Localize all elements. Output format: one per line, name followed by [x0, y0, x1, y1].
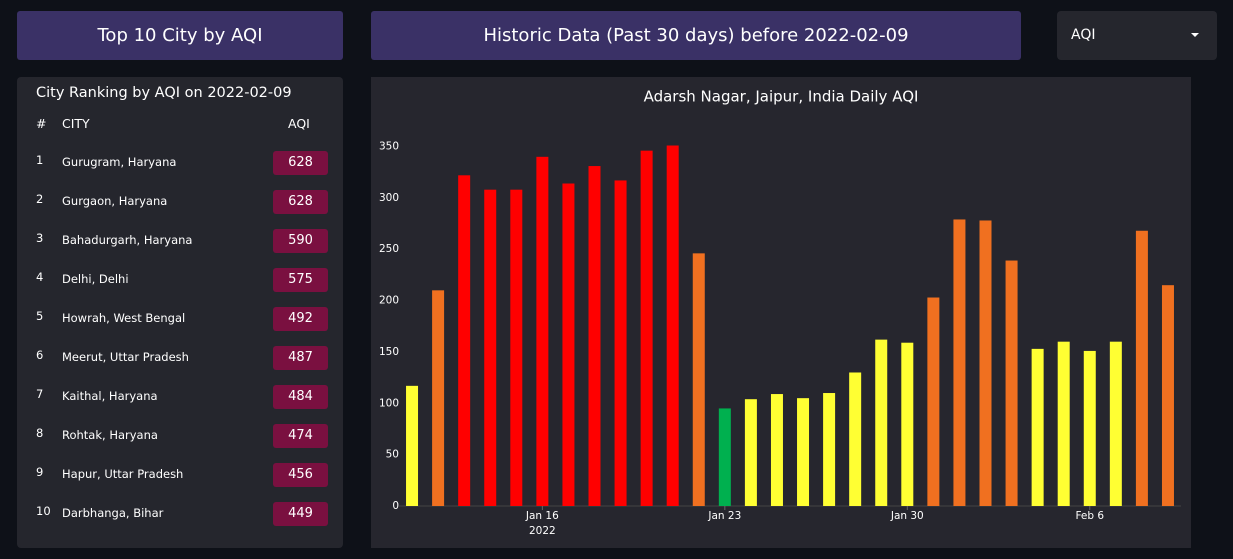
caret	[1191, 33, 1199, 37]
bar	[432, 290, 445, 506]
x-tick-label: Feb 6	[1075, 510, 1104, 522]
city: Kaithal, Haryana	[62, 389, 158, 403]
dropdown-value: AQI	[1071, 27, 1096, 43]
city: Gurgaon, Haryana	[62, 194, 168, 208]
bar	[1109, 341, 1122, 506]
y-tick-label: 250	[379, 243, 399, 255]
ranking-row: 8 Rohtak, Haryana 474	[17, 424, 343, 448]
bar	[1005, 260, 1018, 506]
rank: 5	[36, 309, 44, 323]
y-tick-label: 300	[379, 192, 399, 204]
bar	[536, 156, 549, 506]
aqi-badge: 456	[273, 463, 328, 487]
rank: 9	[36, 465, 44, 479]
bar	[562, 183, 575, 506]
rank: 3	[36, 231, 44, 245]
bar	[1083, 350, 1096, 506]
x-tick-label: Jan 30	[890, 510, 924, 522]
bar	[640, 150, 653, 506]
y-tick-label: 0	[392, 500, 399, 512]
col-city: CITY	[62, 116, 90, 131]
bar	[1161, 285, 1174, 506]
col-aqi: AQI	[288, 116, 310, 131]
bar	[588, 166, 601, 506]
bar	[901, 342, 914, 506]
bar	[770, 394, 783, 506]
ranking-row: 1 Gurugram, Haryana 628	[17, 151, 343, 175]
aqi-badge: 628	[273, 151, 328, 175]
city: Gurugram, Haryana	[62, 155, 177, 169]
y-tick-label: 50	[386, 449, 399, 461]
city: Howrah, West Bengal	[62, 311, 186, 325]
center-header[interactable]: Historic Data (Past 30 days) before 2022…	[371, 11, 1021, 60]
ranking-row: 6 Meerut, Uttar Pradesh 487	[17, 346, 343, 370]
rank: 2	[36, 192, 44, 206]
dropdown[interactable]: AQI	[1057, 11, 1217, 60]
city: Hapur, Uttar Pradesh	[62, 467, 184, 481]
bar	[744, 399, 757, 506]
city: Darbhanga, Bihar	[62, 506, 164, 520]
bar	[797, 398, 810, 506]
chart-panel: Adarsh Nagar, Jaipur, India Daily AQI 0 5…	[371, 77, 1191, 548]
bar	[458, 175, 471, 506]
bar	[823, 393, 836, 506]
bar	[484, 189, 497, 507]
bar	[666, 145, 679, 506]
aqi-badge: 628	[273, 190, 328, 214]
col-rank: #	[36, 116, 47, 131]
ranking-row: 3 Bahadurgarh, Haryana 590	[17, 229, 343, 253]
aqi-badge: 575	[273, 268, 328, 292]
aqi-badge: 449	[273, 502, 328, 526]
x-tick-label: Jan 23	[707, 510, 741, 522]
chart-title: Adarsh Nagar, Jaipur, India Daily AQI	[644, 88, 919, 106]
aqi-badge: 484	[273, 385, 328, 409]
left-header[interactable]: Top 10 City by AQI	[17, 11, 343, 60]
ranking-row: 2 Gurgaon, Haryana 628	[17, 190, 343, 214]
rank: 1	[36, 153, 44, 167]
aqi-badge: 487	[273, 346, 328, 370]
bar	[1031, 348, 1044, 506]
bar	[953, 219, 966, 506]
ranking-row: 5 Howrah, West Bengal 492	[17, 307, 343, 331]
bar	[979, 220, 992, 506]
bar	[406, 385, 419, 506]
y-tick-label: 150	[379, 346, 399, 358]
bar	[510, 189, 523, 507]
x-tick-label: Jan 16	[525, 510, 559, 522]
rank: 6	[36, 348, 44, 362]
ranking-panel: City Ranking by AQI on 2022-02-09 # CITY…	[17, 77, 343, 548]
rank: 7	[36, 387, 44, 401]
bar	[849, 372, 862, 506]
y-tick-label: 200	[379, 295, 399, 307]
aqi-badge: 492	[273, 307, 328, 331]
city: Delhi, Delhi	[62, 272, 129, 286]
y-tick-label: 350	[379, 141, 399, 153]
bar	[1135, 230, 1148, 506]
ranking-row: 7 Kaithal, Haryana 484	[17, 385, 343, 409]
city: Bahadurgarh, Haryana	[62, 233, 193, 247]
chart: Adarsh Nagar, Jaipur, India Daily AQI 0 5…	[379, 88, 1181, 537]
bar	[718, 408, 731, 506]
rank: 8	[36, 426, 44, 440]
ranking-row: 4 Delhi, Delhi 575	[17, 268, 343, 292]
bar	[875, 339, 888, 506]
bar	[927, 297, 940, 506]
rank: 4	[36, 270, 44, 284]
bar	[614, 180, 627, 506]
city: Rohtak, Haryana	[62, 428, 158, 442]
bar	[692, 253, 705, 506]
ranking-title: City Ranking by AQI on 2022-02-09	[36, 85, 292, 101]
x-year-label: 2022	[529, 525, 556, 537]
aqi-badge: 590	[273, 229, 328, 253]
aqi-badge: 474	[273, 424, 328, 448]
ranking-row: 10 Darbhanga, Bihar 449	[17, 502, 343, 526]
bar	[1057, 341, 1070, 506]
y-tick-label: 100	[379, 397, 399, 409]
city: Meerut, Uttar Pradesh	[62, 350, 189, 364]
ranking-row: 9 Hapur, Uttar Pradesh 456	[17, 463, 343, 487]
rank: 10	[36, 504, 51, 518]
